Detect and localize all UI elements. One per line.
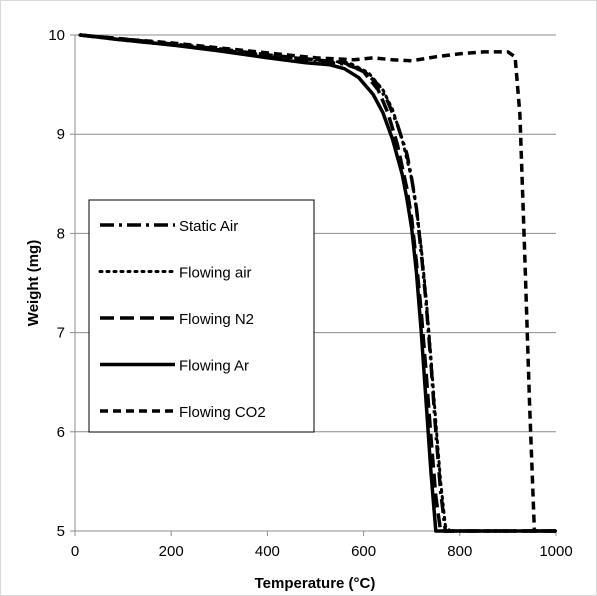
- x-tick-label-5: 1000: [539, 543, 572, 560]
- x-axis-title: Temperature (°C): [255, 575, 376, 592]
- series-line-flowing-ar: [79, 33, 556, 533]
- legend-label-2: Flowing N2: [179, 311, 254, 328]
- x-tick-label-0: 0: [71, 543, 79, 560]
- x-tick-label-1: 200: [159, 543, 184, 560]
- legend-label-3: Flowing Ar: [179, 358, 249, 375]
- legend-box: [88, 199, 315, 433]
- legend: Static Air Flowing air Flowing N2 Flowing A…: [88, 199, 315, 433]
- x-tick-label-2: 400: [255, 543, 280, 560]
- legend-label-4: Flowing CO2: [179, 404, 266, 421]
- y-axis-title: Weight (mg): [25, 240, 42, 326]
- y-tick-label-3: 8: [57, 225, 65, 242]
- x-tick-label-3: 600: [351, 543, 376, 560]
- y-tick-label-5: 10: [48, 27, 65, 44]
- x-tick-label-4: 800: [447, 543, 472, 560]
- series-lines: [78, 33, 558, 533]
- legend-label-1: Flowing air: [179, 265, 252, 282]
- y-tick-label-2: 7: [57, 325, 65, 342]
- y-tick-label-1: 6: [57, 424, 65, 441]
- y-tick-label-4: 9: [57, 126, 65, 143]
- series-line-flowing-co2: [79, 33, 556, 533]
- legend-label-0: Static Air: [179, 218, 238, 235]
- y-tick-label-0: 5: [57, 523, 65, 540]
